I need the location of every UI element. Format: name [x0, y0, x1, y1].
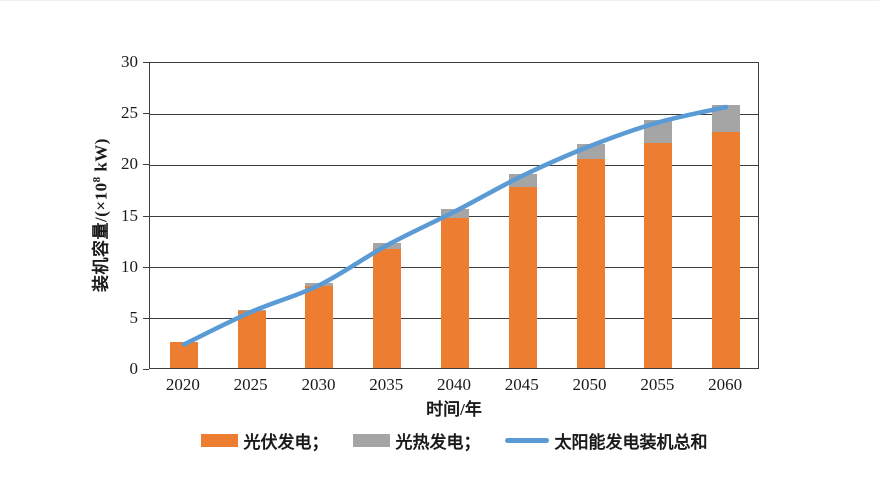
y-tick-label-30: 30 [121, 52, 138, 71]
x-tick-label-2045: 2045 [504, 375, 539, 394]
y-tick-label-25: 25 [121, 103, 138, 123]
x-tick-label-2035: 2035 [369, 375, 404, 394]
y-tick-mark-15 [143, 215, 149, 217]
bar-csp-2055 [644, 120, 673, 143]
bar-pv-2040 [441, 217, 469, 368]
x-axis-tick-labels: 2020 2025 2030 2035 2040 2045 2050 2055 2060 [149, 375, 759, 395]
bar-pv-2030 [305, 286, 334, 368]
y-axis-title-superscript: 8 [90, 176, 103, 183]
legend-bar-swatch [352, 434, 390, 447]
x-tick-label-2020: 2020 [165, 375, 200, 394]
y-tick-mark-5 [143, 317, 149, 319]
legend-line-swatch [504, 438, 549, 443]
y-tick-label-0: 0 [129, 359, 139, 378]
bar-pv-2020 [169, 342, 198, 368]
plot-area [149, 62, 759, 369]
bar-csp-2035 [373, 243, 402, 250]
x-tick-label-2030: 2030 [301, 375, 336, 394]
y-tick-mark-0 [143, 369, 149, 370]
bar-csp-2045 [508, 173, 537, 187]
bar-csp-2040 [441, 209, 469, 218]
x-tick-label-2040: 2040 [437, 375, 471, 394]
legend-label: 太阳能发电装机总和 [554, 433, 708, 452]
y-tick-mark-20 [143, 164, 149, 166]
bar-pv-2035 [373, 249, 402, 368]
y-tick-mark-10 [143, 266, 149, 268]
y-tick-mark-30 [143, 62, 149, 63]
legend-label: 光热发电； [395, 433, 481, 452]
gridline-y-25 [150, 113, 758, 115]
y-tick-label-20: 20 [121, 154, 138, 174]
x-tick-label-2055: 2055 [640, 375, 675, 394]
legend-item-csp: 光热发电； [352, 428, 481, 453]
bar-pv-2060 [712, 131, 741, 368]
y-tick-label-5: 5 [129, 307, 139, 327]
x-tick-label-2025: 2025 [233, 375, 268, 394]
bar-csp-2060 [712, 105, 741, 132]
legend-label: 光伏发电； [243, 433, 329, 452]
y-tick-mark-25 [143, 113, 149, 115]
bar-pv-2025 [237, 310, 266, 368]
x-axis-title: 时间/年 [426, 400, 482, 419]
bar-csp-2030 [305, 283, 334, 287]
bar-pv-2045 [508, 186, 537, 368]
y-tick-label-10: 10 [121, 256, 138, 276]
bar-pv-2050 [576, 159, 605, 368]
legend-item-pv: 光伏发电； [200, 428, 329, 453]
bar-csp-2025 [237, 309, 266, 311]
bar-pv-2055 [644, 142, 673, 368]
x-tick-label-2060: 2060 [708, 375, 743, 394]
y-tick-label-15: 15 [121, 205, 138, 225]
chart-legend: 光伏发电； 光热发电； 太阳能发电装机总和 [149, 428, 759, 453]
legend-bar-swatch [200, 434, 238, 447]
legend-item-total: 太阳能发电装机总和 [504, 428, 708, 453]
bar-csp-2050 [576, 143, 605, 160]
x-tick-label-2050: 2050 [572, 375, 607, 394]
